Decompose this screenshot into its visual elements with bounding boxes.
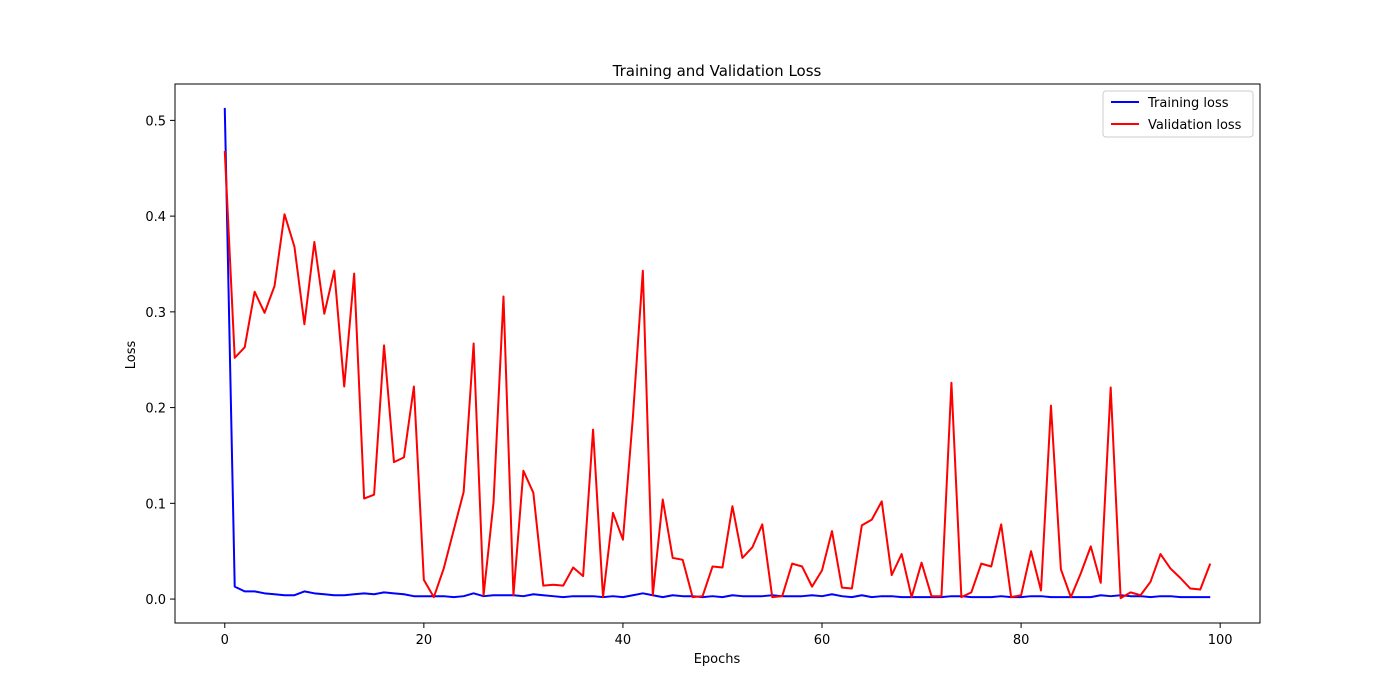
x-axis-ticks: 0 20 40 60 80 100 bbox=[221, 623, 1233, 648]
x-tick-label: 40 bbox=[615, 633, 632, 648]
x-tick-label: 60 bbox=[814, 633, 831, 648]
x-tick-label: 80 bbox=[1013, 633, 1030, 648]
x-tick-label: 0 bbox=[221, 633, 229, 648]
series-layer bbox=[223, 107, 1212, 600]
legend-label-training: Training loss bbox=[1147, 96, 1229, 111]
validation-loss-line bbox=[223, 150, 1212, 600]
x-tick-label: 100 bbox=[1208, 633, 1233, 648]
y-axis-ticks: 0.0 0.1 0.2 0.3 0.4 0.5 bbox=[145, 114, 175, 608]
training-loss-line bbox=[223, 107, 1211, 599]
y-tick-label: 0.1 bbox=[145, 497, 166, 512]
chart-title: Training and Validation Loss bbox=[612, 62, 822, 80]
legend-label-validation: Validation loss bbox=[1148, 118, 1242, 133]
y-tick-label: 0.0 bbox=[145, 593, 166, 608]
y-tick-label: 0.2 bbox=[145, 402, 166, 417]
y-axis-label: Loss bbox=[124, 341, 139, 370]
x-axis-label: Epochs bbox=[694, 652, 741, 667]
legend-box bbox=[1102, 90, 1254, 138]
y-tick-label: 0.5 bbox=[145, 114, 166, 129]
y-tick-label: 0.3 bbox=[145, 306, 166, 321]
legend: Training loss Validation loss bbox=[1102, 90, 1254, 138]
y-tick-label: 0.4 bbox=[145, 210, 166, 225]
plot-area-frame bbox=[174, 83, 1261, 624]
x-tick-label: 20 bbox=[416, 633, 433, 648]
